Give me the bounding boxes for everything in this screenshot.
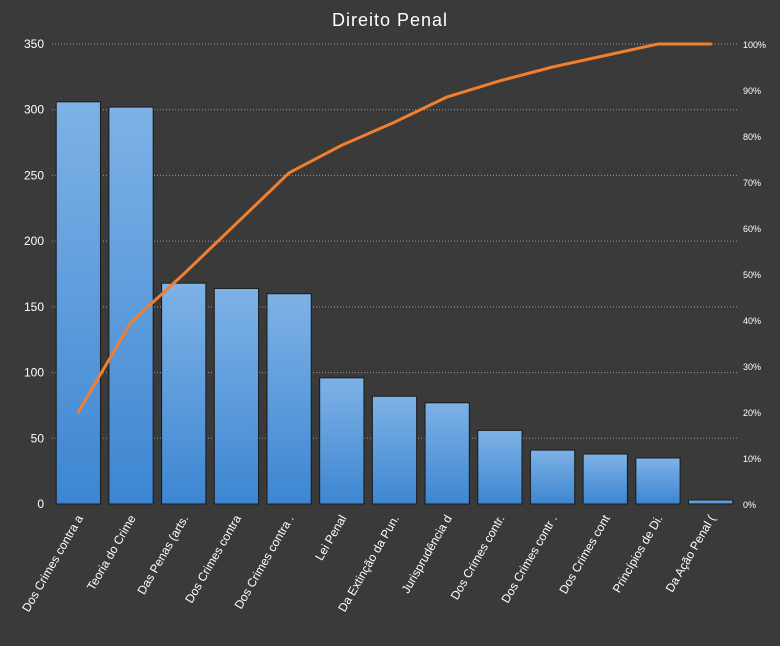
bar	[529, 449, 576, 505]
line-point	[445, 95, 449, 99]
bar	[213, 287, 260, 505]
x-tick-label: Princípios de Di.	[610, 513, 666, 596]
y-left-tick-label: 200	[24, 234, 44, 248]
grid-lines	[52, 43, 737, 439]
y-left-tick-label: 350	[24, 37, 44, 51]
bar	[55, 101, 101, 505]
chart-title: Direito Penal	[332, 10, 448, 30]
line-point	[604, 54, 607, 57]
line-point	[287, 171, 291, 174]
bar	[477, 429, 523, 505]
y-right-tick-label: 90%	[743, 86, 761, 96]
bar	[582, 453, 628, 505]
x-tick-label: Teoria do Crime	[84, 512, 139, 593]
y-right-tick-label: 60%	[743, 224, 761, 234]
bar	[319, 377, 365, 505]
x-tick-label: Das Penas (arts.	[135, 513, 192, 597]
y-right-tick-label: 40%	[743, 316, 761, 326]
bar	[635, 457, 681, 505]
y-right-tick-label: 30%	[743, 362, 761, 372]
line-point	[77, 410, 80, 414]
x-tick-label: Da Ação Penal (	[663, 512, 718, 594]
y-right-tick-label: 0%	[743, 500, 756, 510]
y-right-tick-label: 80%	[743, 132, 761, 142]
x-tick-label: Jurisprudência d	[399, 513, 455, 596]
line-point	[235, 222, 238, 225]
cumulative-line-series	[76, 42, 713, 414]
bar	[108, 106, 154, 505]
x-tick-label: Dos Crimes contr .	[498, 513, 560, 606]
left-y-axis: 0 50 100 150 200 250 300 350	[24, 37, 44, 511]
x-tick-label: Dos Crimes cont	[556, 512, 613, 596]
bar-series	[55, 101, 734, 505]
line-point	[709, 42, 712, 46]
bar	[371, 395, 418, 505]
y-right-tick-label: 10%	[743, 454, 761, 464]
x-tick-label: Dos Crimes contra a	[19, 512, 86, 614]
y-right-tick-label: 70%	[743, 178, 761, 188]
y-left-tick-label: 100	[24, 366, 44, 380]
x-tick-label: Dos Crimes contra	[182, 512, 244, 605]
x-tick-label: Lei Penal	[312, 513, 349, 563]
y-right-tick-label: 20%	[743, 408, 761, 418]
line-point	[129, 321, 133, 324]
right-y-axis: 0% 10% 20% 30% 40% 50% 60% 70% 80% 90% 100%	[743, 40, 766, 510]
line-point	[656, 42, 660, 46]
x-tick-label: Dos Crimes contr.	[448, 513, 508, 603]
bar	[161, 282, 207, 505]
x-tick-label: Dos Crimes contra .	[232, 513, 297, 612]
line-point	[498, 79, 502, 83]
y-left-tick-label: 0	[37, 497, 44, 511]
y-right-tick-label: 50%	[743, 270, 761, 280]
x-tick-label: Da Extinção da Pun.	[335, 513, 402, 615]
line-point	[340, 144, 344, 147]
y-left-tick-label: 300	[24, 103, 44, 117]
y-left-tick-label: 150	[24, 300, 44, 314]
bar	[266, 293, 312, 505]
y-left-tick-label: 250	[24, 168, 44, 182]
bar	[688, 499, 734, 505]
line-point	[182, 272, 185, 276]
y-right-tick-label: 100%	[743, 40, 766, 50]
line-point	[393, 121, 396, 124]
y-left-tick-label: 50	[31, 431, 45, 445]
bar	[424, 402, 470, 505]
line-point	[551, 65, 554, 69]
